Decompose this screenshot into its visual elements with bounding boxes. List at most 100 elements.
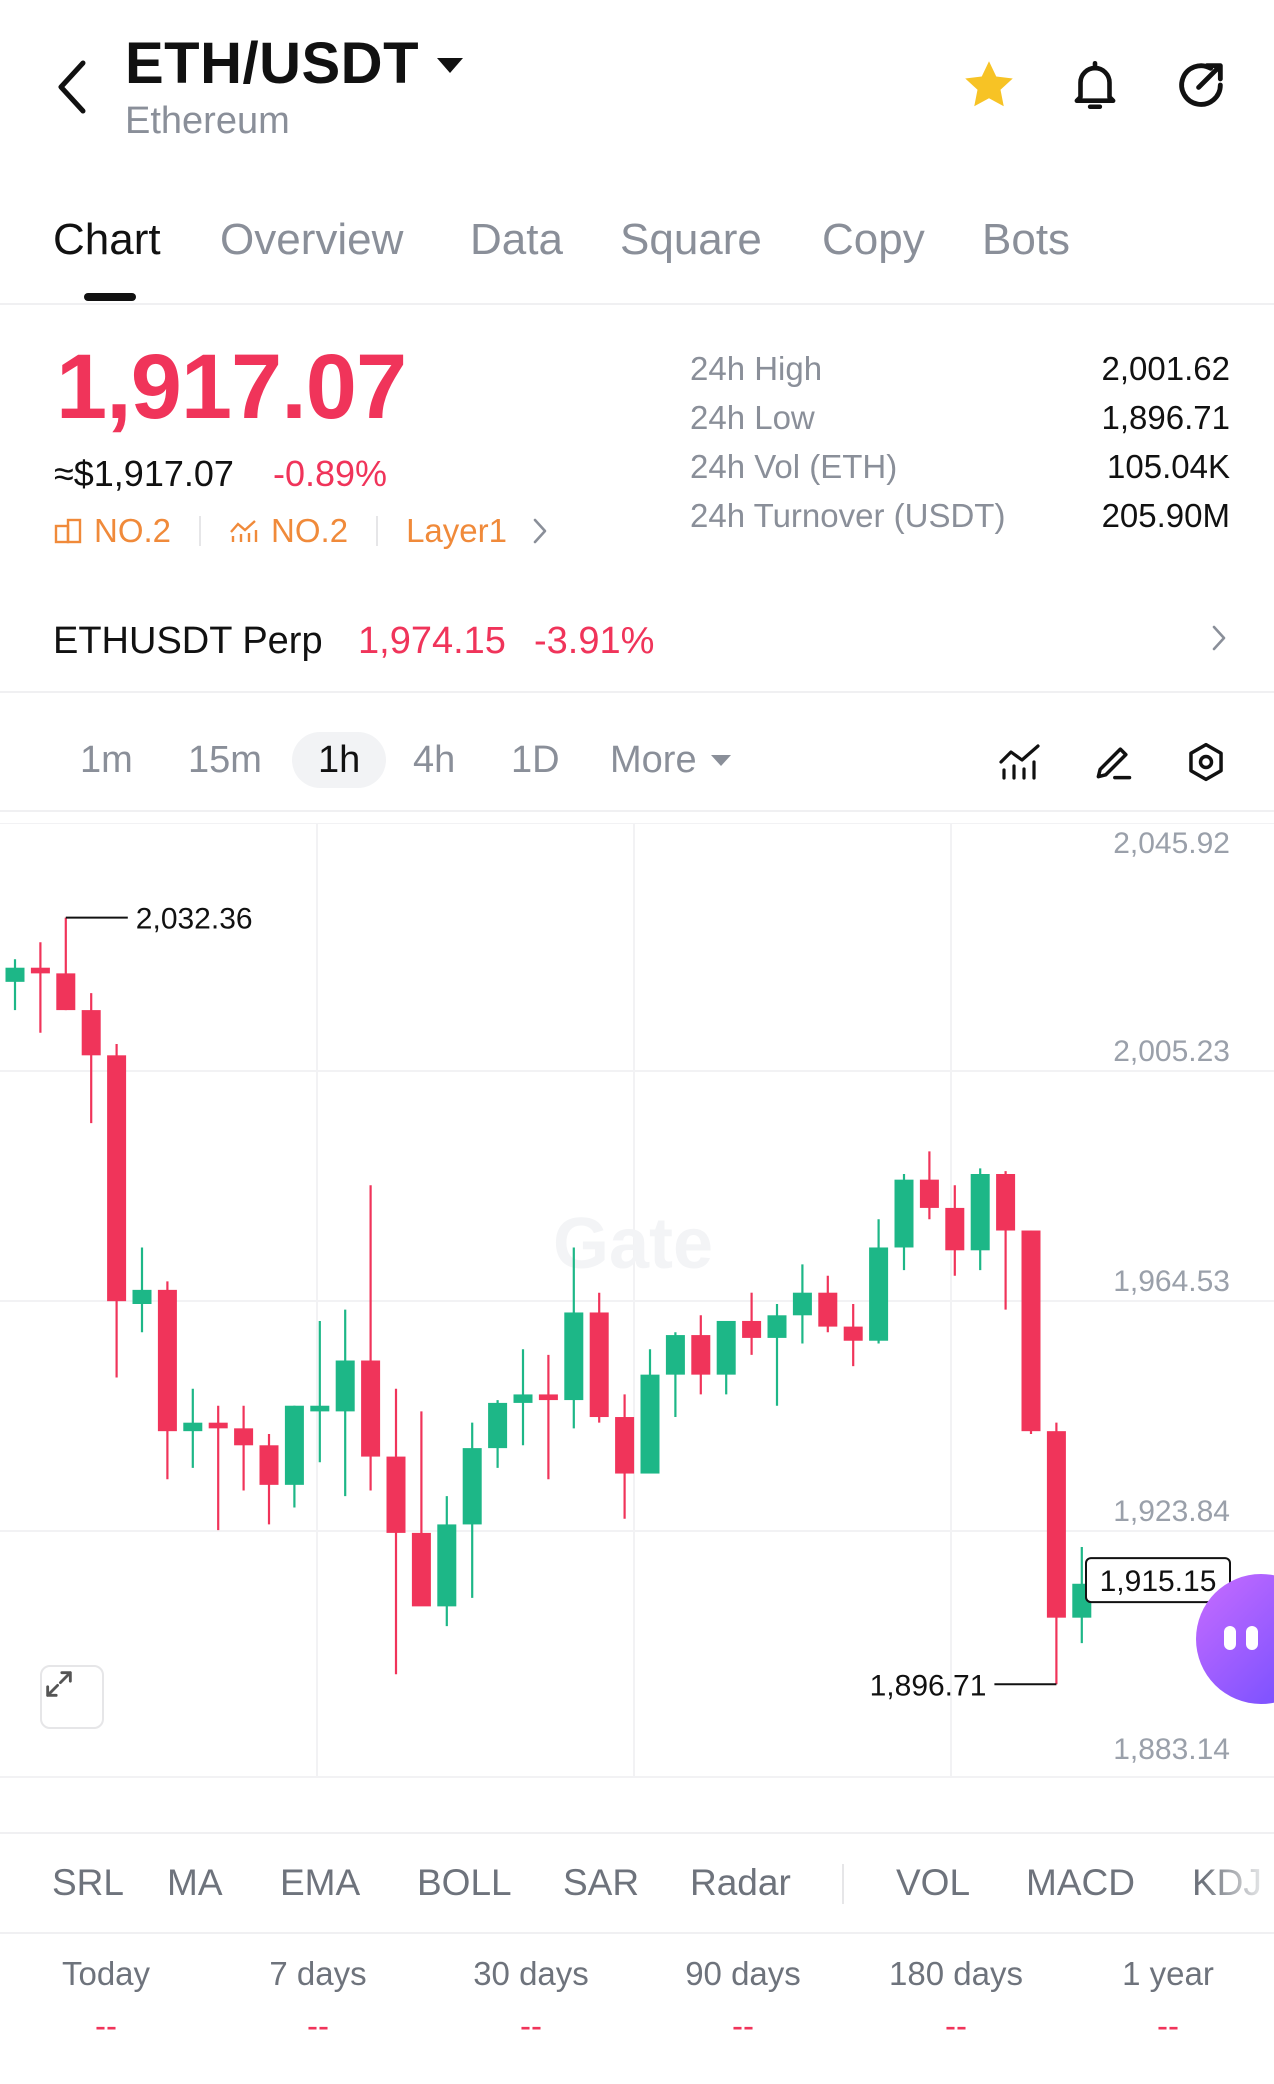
caret-down-icon bbox=[437, 58, 463, 73]
indicator-ma[interactable]: MA bbox=[167, 1862, 223, 1903]
chart-canvas[interactable]: Gate 2,045.92 2,005.23 1,964.53 1,923.84 1,8… bbox=[0, 823, 1274, 1783]
interval-more[interactable]: More bbox=[610, 732, 731, 788]
watermark: Gate bbox=[553, 1204, 713, 1284]
pair-name: Ethereum bbox=[125, 100, 290, 142]
tab-copy[interactable]: Copy bbox=[822, 215, 925, 264]
candle bbox=[970, 1168, 990, 1271]
rank-label: NO.2 bbox=[271, 512, 349, 549]
candle-body bbox=[615, 1417, 635, 1474]
candle bbox=[437, 1496, 457, 1627]
indicator-sar[interactable]: SAR bbox=[563, 1862, 640, 1903]
candle-body bbox=[538, 1394, 558, 1401]
candle bbox=[411, 1411, 431, 1607]
candlestick-chart[interactable]: Gate 2,045.92 2,005.23 1,964.53 1,923.84 1,8… bbox=[0, 823, 1274, 1783]
y-tick-label: 2,005.23 bbox=[1113, 1035, 1230, 1068]
bell-icon[interactable] bbox=[1062, 52, 1128, 118]
candle-body bbox=[310, 1405, 330, 1412]
tab-bots[interactable]: Bots bbox=[982, 215, 1071, 264]
candle-body bbox=[157, 1289, 177, 1432]
candle bbox=[488, 1400, 508, 1468]
chart-markers: 2,032.36 1,896.71 1,915.15 bbox=[65, 903, 1231, 1702]
share-icon[interactable] bbox=[1168, 52, 1234, 118]
candle bbox=[538, 1354, 558, 1480]
tab-overview[interactable]: Overview bbox=[220, 215, 404, 264]
stats-panel: 24h High 2,001.62 24h Low 1,896.71 24h V… bbox=[690, 350, 1230, 546]
indicator-ema[interactable]: EMA bbox=[280, 1862, 361, 1903]
candle-body bbox=[437, 1524, 457, 1607]
candle bbox=[615, 1394, 635, 1519]
candle bbox=[945, 1185, 965, 1276]
candle-body bbox=[996, 1174, 1016, 1231]
period-180d[interactable]: 180 days -- bbox=[889, 1955, 1023, 2044]
period-90d[interactable]: 90 days -- bbox=[685, 1955, 801, 2044]
last-price: 1,917.07 bbox=[56, 336, 407, 438]
candle bbox=[259, 1433, 279, 1525]
indicator-radar[interactable]: Radar bbox=[690, 1862, 791, 1903]
candle bbox=[81, 993, 101, 1124]
period-today[interactable]: Today -- bbox=[61, 1955, 151, 2044]
chevron-right-icon bbox=[1212, 625, 1226, 651]
rank-market-cap: NO.2 bbox=[54, 512, 171, 550]
price-usd: ≈$1,917.07 bbox=[54, 453, 234, 494]
indicator-srl[interactable]: SRL bbox=[52, 1862, 124, 1903]
candle bbox=[996, 1171, 1016, 1310]
period-returns: Today -- 7 days -- 30 days -- 90 days --… bbox=[0, 1955, 1274, 2065]
candle-body bbox=[259, 1445, 279, 1485]
draw-icon[interactable] bbox=[1085, 734, 1141, 790]
candle bbox=[1021, 1230, 1041, 1434]
indicator-vol[interactable]: VOL bbox=[896, 1862, 971, 1903]
chart-grid bbox=[0, 823, 1274, 1778]
indicator-icon[interactable] bbox=[992, 734, 1048, 790]
header: ETH/USDT Ethereum bbox=[0, 0, 1274, 170]
chart-labels: 2,045.92 2,005.23 1,964.53 1,923.84 1,883.14… bbox=[1113, 827, 1230, 1766]
candle-body bbox=[462, 1448, 482, 1525]
interval-more-label: More bbox=[610, 739, 697, 781]
candle-body bbox=[589, 1312, 609, 1418]
stat-high: 24h High 2,001.62 bbox=[690, 350, 1230, 387]
tab-chart[interactable]: Chart bbox=[53, 215, 161, 264]
star-icon[interactable] bbox=[956, 52, 1022, 118]
fullscreen-button[interactable] bbox=[40, 1665, 104, 1729]
interval-4h[interactable]: 4h bbox=[413, 739, 456, 781]
candle-body bbox=[335, 1360, 355, 1412]
candle-body bbox=[56, 973, 76, 1011]
indicator-boll[interactable]: BOLL bbox=[417, 1862, 512, 1903]
rank-row[interactable]: NO.2 NO.2 Layer1 bbox=[54, 512, 549, 550]
caret-down-icon bbox=[710, 754, 731, 766]
perp-row[interactable]: ETHUSDT Perp 1,974.15 -3.91% bbox=[0, 605, 1274, 693]
candle bbox=[919, 1151, 939, 1220]
candle-body bbox=[767, 1315, 787, 1338]
candle bbox=[462, 1422, 482, 1598]
interval-1d[interactable]: 1D bbox=[511, 739, 560, 781]
fade-overlay bbox=[1204, 1834, 1274, 1932]
interval-15m[interactable]: 15m bbox=[188, 739, 262, 781]
interval-1h[interactable]: 1h bbox=[292, 732, 387, 788]
candle bbox=[589, 1292, 609, 1423]
period-30d[interactable]: 30 days -- bbox=[473, 1955, 589, 2044]
indicator-macd[interactable]: MACD bbox=[1026, 1862, 1135, 1903]
candle bbox=[5, 959, 25, 1011]
settings-icon[interactable] bbox=[1178, 734, 1234, 790]
back-arrow-icon[interactable] bbox=[46, 52, 98, 122]
interval-1m[interactable]: 1m bbox=[80, 739, 133, 781]
candle-body bbox=[640, 1374, 660, 1474]
candle bbox=[818, 1275, 838, 1333]
perp-change: -3.91% bbox=[534, 620, 655, 662]
y-tick-label: 1,964.53 bbox=[1113, 1265, 1230, 1298]
tab-square[interactable]: Square bbox=[620, 215, 762, 264]
pair-selector[interactable]: ETH/USDT bbox=[125, 30, 463, 97]
tab-data[interactable]: Data bbox=[470, 215, 563, 264]
candle-body bbox=[564, 1312, 584, 1401]
candle-body bbox=[919, 1179, 939, 1208]
candle-body bbox=[234, 1428, 254, 1446]
current-price-label: 1,915.15 bbox=[1100, 1565, 1217, 1598]
rank-sector: Layer1 bbox=[406, 512, 507, 550]
period-1y[interactable]: 1 year -- bbox=[1122, 1955, 1214, 2044]
period-7d[interactable]: 7 days -- bbox=[269, 1955, 367, 2044]
candle bbox=[1046, 1422, 1066, 1685]
candle bbox=[564, 1247, 584, 1429]
candle bbox=[869, 1219, 889, 1344]
perp-name: ETHUSDT Perp bbox=[53, 620, 323, 662]
candle bbox=[767, 1303, 787, 1406]
perp-price: 1,974.15 bbox=[358, 620, 506, 662]
